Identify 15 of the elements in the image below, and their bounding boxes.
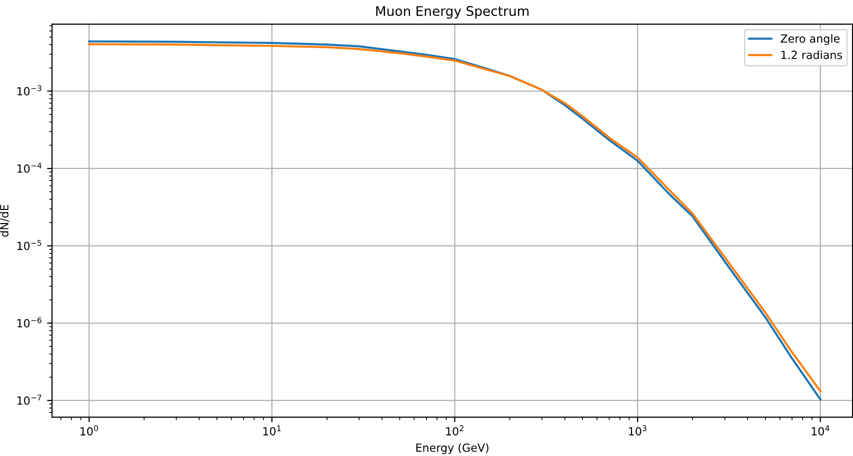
- x-tick-label: 10$^{4}$: [812, 425, 830, 436]
- legend-label: 1.2 radians: [781, 50, 842, 60]
- x-tick-label: 10$^{1}$: [263, 425, 281, 436]
- x-tick-label: 10$^{0}$: [80, 425, 98, 436]
- y-axis-title: dN/dE: [0, 204, 10, 237]
- y-tick-label: 10$^{−7}$: [17, 394, 42, 405]
- legend-label: Zero angle: [780, 34, 840, 45]
- y-tick-label: 10$^{−6}$: [17, 317, 42, 328]
- x-tick-label: 10$^{3}$: [629, 425, 646, 436]
- y-tick-label: 10$^{−5}$: [17, 240, 42, 250]
- y-tick-label: 10$^{−4}$: [17, 162, 42, 173]
- chart-title: Muon Energy Spectrum: [376, 6, 529, 19]
- x-tick-label: 10$^{2}$: [446, 425, 464, 436]
- x-axis-title: Energy (GeV): [416, 443, 488, 454]
- y-tick-label: 10$^{−3}$: [17, 85, 42, 96]
